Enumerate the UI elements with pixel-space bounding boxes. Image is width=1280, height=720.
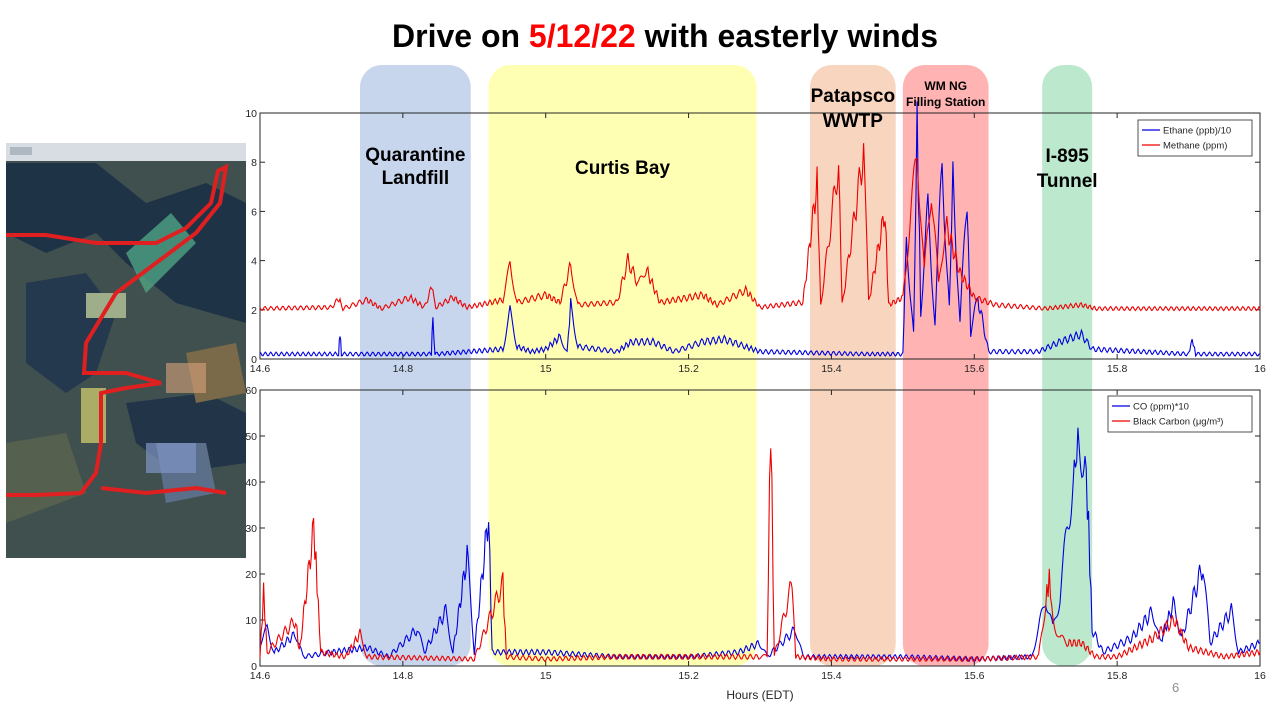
y-tick-label: 2 bbox=[251, 305, 257, 317]
x-tick-label: 15.4 bbox=[821, 670, 842, 682]
region-label-curtis: Curtis Bay bbox=[575, 158, 670, 179]
x-tick-label: 15.2 bbox=[678, 363, 699, 375]
region-label-patapsco: Patapsco bbox=[811, 86, 895, 107]
region-band-quarantine bbox=[360, 65, 471, 666]
x-tick-label: 14.6 bbox=[250, 670, 271, 682]
y-tick-label: 10 bbox=[245, 108, 257, 120]
region-label-quarantine: Landfill bbox=[382, 168, 450, 189]
region-label-wmng: WM NG bbox=[924, 79, 967, 93]
plot-frame bbox=[259, 112, 1261, 360]
legend-label: CO (ppm)*10 bbox=[1133, 402, 1189, 413]
x-tick-label: 15.2 bbox=[678, 670, 699, 682]
y-tick-label: 0 bbox=[251, 661, 257, 673]
region-label-patapsco: WWTP bbox=[823, 111, 883, 132]
x-tick-label: 16 bbox=[1254, 670, 1266, 682]
legend-label: Black Carbon (μg/m³) bbox=[1133, 417, 1223, 428]
x-tick-label: 15 bbox=[540, 670, 552, 682]
legend-label: Methane (ppm) bbox=[1163, 141, 1227, 152]
region-band-curtis bbox=[488, 65, 757, 666]
y-tick-label: 6 bbox=[251, 206, 257, 218]
y-tick-label: 40 bbox=[245, 477, 257, 489]
chart-panel-2: 14.6 14.8 15 15.2 15.4 15.6 15.8 16 0 10 20 30 40 50 6… bbox=[245, 385, 1266, 702]
y-tick-label: 8 bbox=[251, 157, 257, 169]
legend-box bbox=[1107, 395, 1253, 433]
title-date: 5/12/22 bbox=[528, 18, 636, 54]
y-tick-label: 60 bbox=[245, 385, 257, 397]
region-band-i895 bbox=[1042, 65, 1093, 666]
page-number: 6 bbox=[1172, 680, 1180, 695]
y-tick-label: 0 bbox=[251, 354, 257, 366]
x-tick-label: 14.8 bbox=[393, 670, 414, 682]
x-tick-label: 15.4 bbox=[821, 363, 842, 375]
x-tick-label: 14.8 bbox=[393, 363, 414, 375]
x-axis-label: Hours (EDT) bbox=[726, 688, 793, 702]
x-tick-label: 14.6 bbox=[250, 363, 271, 375]
y-tick-label: 10 bbox=[245, 615, 257, 627]
x-tick-label: 15 bbox=[540, 363, 552, 375]
series-line-1 bbox=[259, 427, 1261, 663]
legend-box bbox=[1137, 119, 1253, 157]
slide-title: Drive on 5/12/22 with easterly winds bbox=[0, 18, 1280, 55]
y-tick-label: 4 bbox=[251, 256, 257, 268]
series-line-2 bbox=[259, 143, 1261, 312]
x-tick-label: 15.8 bbox=[1107, 670, 1128, 682]
series-line-2 bbox=[259, 448, 1261, 663]
region-label-i895: I-895 bbox=[1045, 146, 1089, 167]
y-tick-label: 30 bbox=[245, 523, 257, 535]
source-regions bbox=[360, 65, 1093, 666]
region-label-wmng: Filling Station bbox=[906, 95, 985, 109]
x-tick-label: 15.6 bbox=[964, 363, 985, 375]
x-tick-label: 16 bbox=[1254, 363, 1266, 375]
drive-route-map bbox=[6, 143, 246, 558]
y-tick-label: 50 bbox=[245, 431, 257, 443]
title-suffix: with easterly winds bbox=[635, 18, 938, 54]
title-prefix: Drive on bbox=[392, 18, 529, 54]
legend: Ethane (ppb)/10 Methane (ppm) bbox=[1137, 119, 1253, 157]
x-tick-label: 15.6 bbox=[964, 670, 985, 682]
legend-label: Ethane (ppb)/10 bbox=[1163, 126, 1231, 137]
y-tick-label: 20 bbox=[245, 569, 257, 581]
x-tick-label: 15.8 bbox=[1107, 363, 1128, 375]
region-label-quarantine: Quarantine bbox=[365, 145, 465, 166]
chart-panel-1: 14.6 14.8 15 15.2 15.4 15.6 15.8 16 0 2 4 6 8 10 Ethan… bbox=[245, 101, 1266, 375]
legend: CO (ppm)*10 Black Carbon (μg/m³) bbox=[1107, 395, 1253, 433]
region-label-i895: Tunnel bbox=[1037, 171, 1098, 192]
series-line-1 bbox=[259, 101, 1261, 358]
